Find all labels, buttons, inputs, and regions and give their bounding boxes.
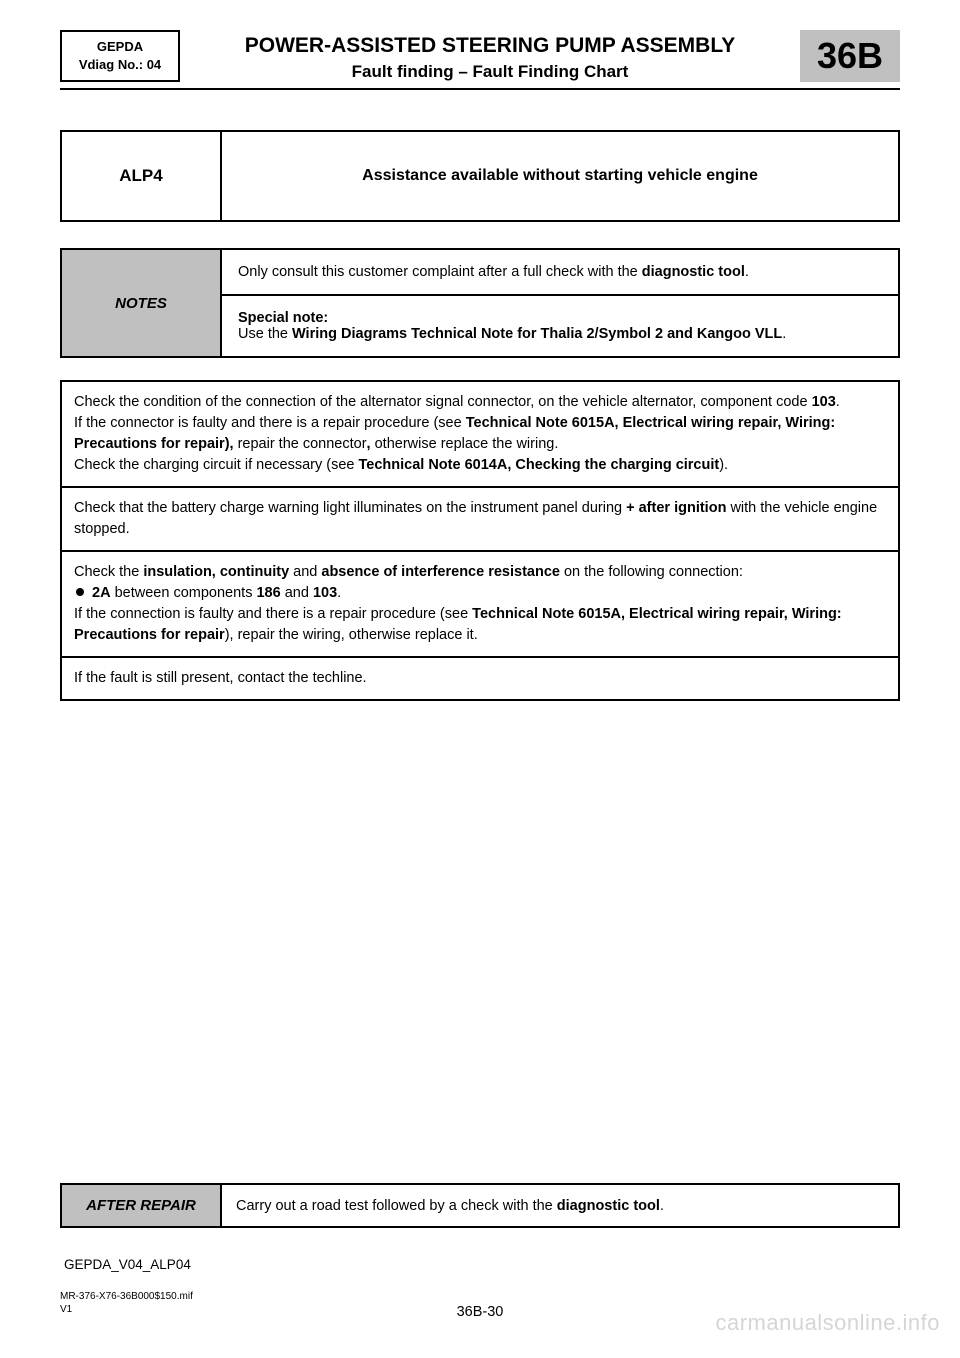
c3h: 186	[256, 585, 280, 601]
notes-special-label: Special note:	[238, 310, 328, 326]
check-2: Check that the battery charge warning li…	[62, 486, 898, 550]
c1a: Check the condition of the connection of…	[74, 394, 812, 410]
c3e: on the following connection:	[560, 564, 743, 580]
c3l: If the connection is faulty and there is…	[74, 606, 472, 622]
c4: If the fault is still present, contact t…	[74, 670, 367, 686]
c3i: and	[281, 585, 313, 601]
alp-row: ALP4 Assistance available without starti…	[60, 130, 900, 222]
c3c: and	[289, 564, 321, 580]
c2a: Check that the battery charge warning li…	[74, 500, 626, 516]
after-repair-row: AFTER REPAIR Carry out a road test follo…	[60, 1183, 900, 1228]
notes-line1-bold: diagnostic tool	[642, 264, 745, 280]
header-code-box: 36B	[800, 30, 900, 82]
document-page: GEPDA Vdiag No.: 04 POWER-ASSISTED STEER…	[0, 0, 960, 1358]
notes-special: Special note: Use the Wiring Diagrams Te…	[222, 294, 898, 356]
page-header: GEPDA Vdiag No.: 04 POWER-ASSISTED STEER…	[60, 30, 900, 82]
c1d: If the connector is faulty and there is …	[74, 415, 466, 431]
after-repair-label: AFTER REPAIR	[62, 1185, 222, 1226]
c3n: ), repair the wiring, otherwise replace …	[225, 627, 478, 643]
c1c: .	[836, 394, 840, 410]
after-bold: diagnostic tool	[557, 1198, 660, 1214]
check-1: Check the condition of the connection of…	[62, 382, 898, 486]
footer-ref1: MR-376-X76-36B000$150.mif	[60, 1291, 193, 1302]
header-code: 36B	[817, 38, 883, 74]
check-4: If the fault is still present, contact t…	[62, 656, 898, 699]
header-model: GEPDA	[97, 38, 143, 56]
c3d: absence of interference resistance	[321, 564, 560, 580]
check-3: Check the insulation, continuity and abs…	[62, 550, 898, 656]
after-pre: Carry out a road test followed by a chec…	[236, 1198, 557, 1214]
c1k: Technical Note 6014A, Checking the charg…	[359, 457, 720, 473]
after-repair-text: Carry out a road test followed by a chec…	[222, 1185, 898, 1226]
c3f: 2A	[92, 585, 111, 601]
notes-line1-pre: Only consult this customer complaint aft…	[238, 264, 642, 280]
c3b: insulation, continuity	[143, 564, 289, 580]
notes-label: NOTES	[62, 250, 222, 356]
c1i: otherwise replace the wiring.	[371, 436, 559, 452]
header-title: POWER-ASSISTED STEERING PUMP ASSEMBLY	[245, 34, 735, 58]
notes-line1: Only consult this customer complaint aft…	[222, 250, 898, 294]
c2b: + after ignition	[626, 500, 726, 516]
alp-code: ALP4	[62, 132, 222, 220]
notes-special-pre: Use the	[238, 326, 292, 342]
notes-line1-post: .	[745, 264, 749, 280]
notes-row: NOTES Only consult this customer complai…	[60, 248, 900, 358]
alp-description: Assistance available without starting ve…	[222, 132, 898, 220]
header-left-box: GEPDA Vdiag No.: 04	[60, 30, 180, 82]
c1j: Check the charging circuit if necessary …	[74, 457, 359, 473]
bullet-icon	[76, 588, 84, 596]
c3j: 103	[313, 585, 337, 601]
header-divider	[60, 88, 900, 90]
c3k: .	[337, 585, 341, 601]
after-post: .	[660, 1198, 664, 1214]
notes-special-post: .	[782, 326, 786, 342]
notes-content: Only consult this customer complaint aft…	[222, 250, 898, 356]
c1g: repair the connector	[234, 436, 367, 452]
c3a: Check the	[74, 564, 143, 580]
c1f: ),	[225, 436, 234, 452]
footer-code: GEPDA_V04_ALP04	[64, 1257, 191, 1272]
c3g: between components	[111, 585, 257, 601]
c1b: 103	[812, 394, 836, 410]
notes-special-bold: Wiring Diagrams Technical Note for Thali…	[292, 326, 782, 342]
header-center: POWER-ASSISTED STEERING PUMP ASSEMBLY Fa…	[188, 30, 792, 82]
checks-box: Check the condition of the connection of…	[60, 380, 900, 701]
watermark: carmanualsonline.info	[715, 1310, 940, 1336]
c1l: ).	[719, 457, 728, 473]
header-vdiag: Vdiag No.: 04	[79, 56, 161, 74]
header-subtitle: Fault finding – Fault Finding Chart	[352, 62, 629, 82]
